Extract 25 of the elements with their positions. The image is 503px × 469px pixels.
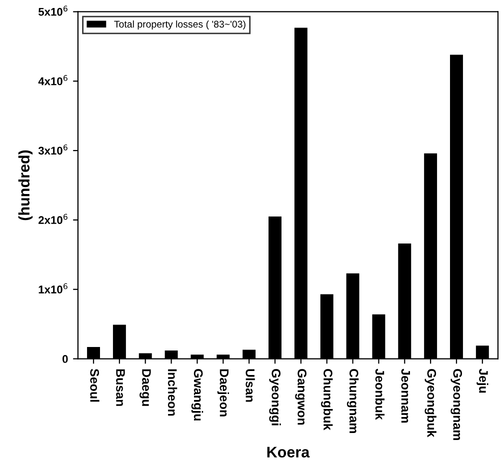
x-tick-label: Daegu [140, 369, 151, 406]
x-tick-label: Busan [116, 369, 125, 406]
x-tick-label: Gyeongnam [450, 369, 462, 440]
x-tick-label: Chungnam [346, 369, 359, 434]
x-tick-label: Jeonbuk [375, 368, 385, 420]
x-tick-label: Jeju [476, 368, 488, 393]
y-tick-label: 0 [62, 355, 68, 363]
x-tick-label: Gangwon [295, 369, 306, 425]
y-tick-label: 3x10$^{6}$ [38, 144, 68, 155]
x-tick-label: Gyeonggi [269, 369, 281, 426]
x-tick-label: Gyeongbuk [424, 369, 436, 438]
x-tick-label: Ulsan [246, 369, 255, 402]
x-tick-label: Chungbuk [321, 369, 333, 430]
x-tick-label: Daejeon [217, 369, 229, 416]
x-tick-label: Incheon [168, 369, 178, 416]
y-tick-label: 1x10$^{6}$ [38, 283, 68, 294]
x-tick-label: Seoul [90, 368, 100, 402]
x-tick-label: Jeonnam [401, 368, 410, 423]
y-tick-label: 4x10$^{6}$ [38, 75, 68, 86]
y-axis-title: (hundred) [18, 150, 33, 220]
x-axis-title: Koera [267, 446, 310, 458]
legend-label: Total property losses ( '83~'03) [114, 20, 246, 30]
y-tick-label: 2x10$^{6}$ [38, 214, 68, 224]
x-tick-label: Gwangju [191, 369, 204, 420]
y-tick-label: 5x10$^{6}$ [38, 6, 68, 16]
